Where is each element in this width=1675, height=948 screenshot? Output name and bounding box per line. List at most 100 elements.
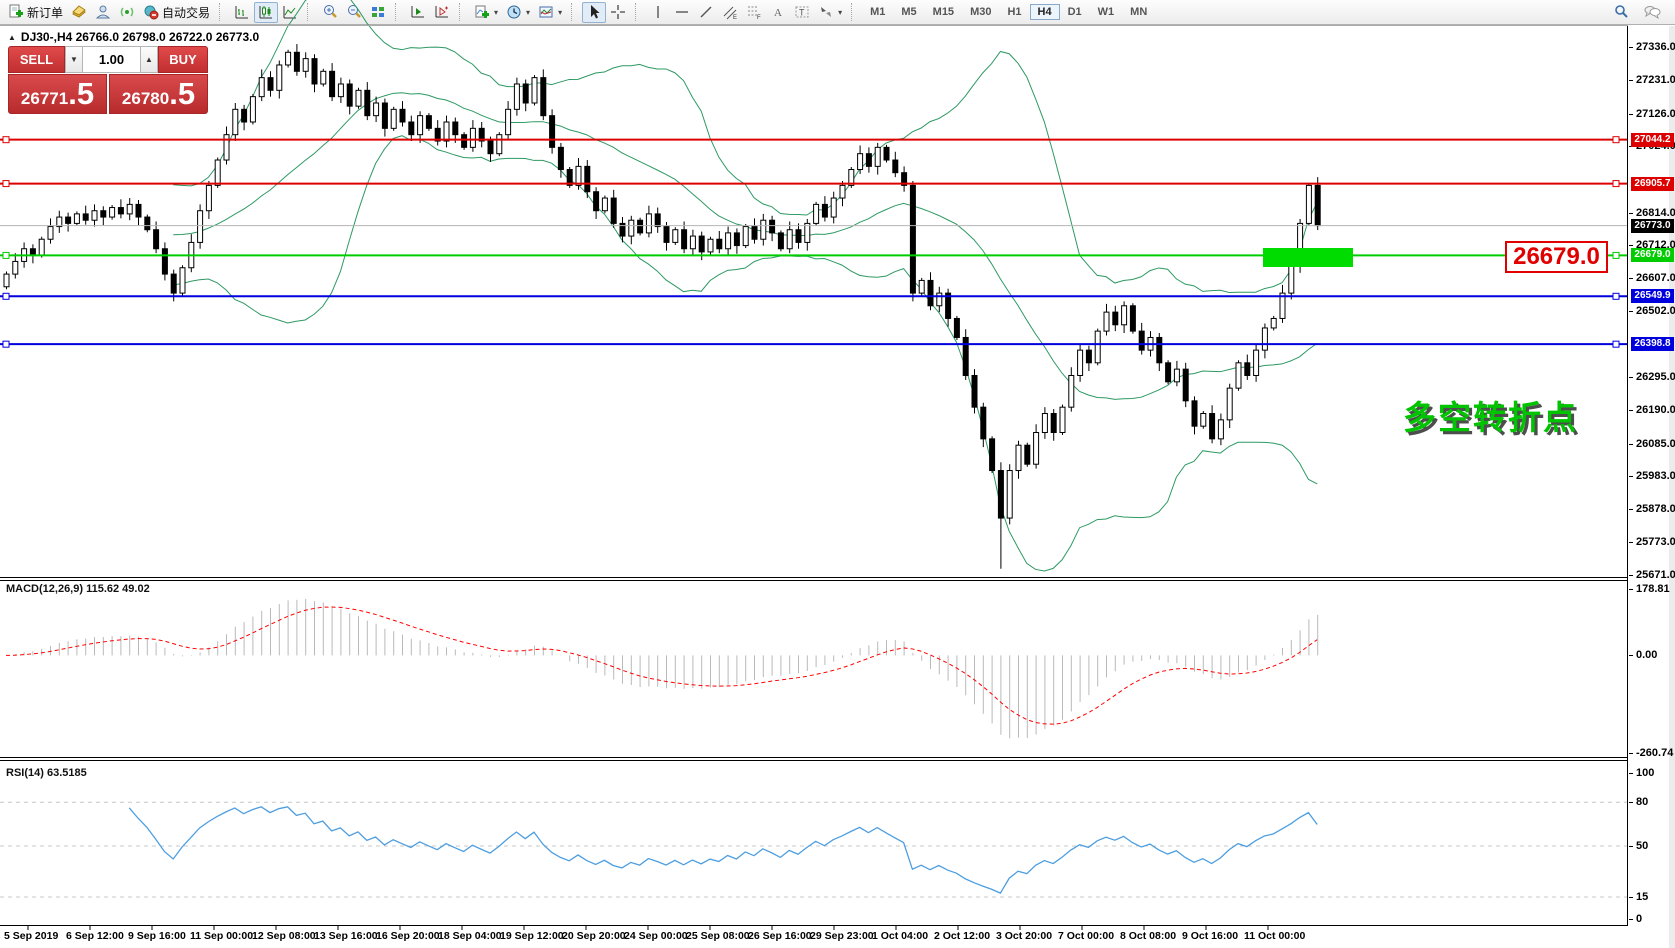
crosshair-tool-button[interactable] (606, 2, 630, 23)
community-button[interactable] (91, 2, 115, 23)
market-watch-button[interactable] (67, 2, 91, 23)
time-axis[interactable]: 5 Sep 2019 6 Sep 12:00 9 Sep 16:00 11 Sep 0… (0, 927, 1628, 948)
auto-scroll-button[interactable] (430, 2, 454, 23)
sell-price-tile[interactable]: 26771 .5 (8, 74, 107, 114)
one-click-trading-panel: SELL ▼ ▲ BUY 26771 .5 26780 .5 (8, 46, 208, 114)
periods-button[interactable]: ▾ (502, 2, 534, 23)
horizontal-levels[interactable] (0, 136, 1628, 348)
price-level-badge: 26773.0 (1631, 218, 1674, 233)
new-order-label: 新订单 (27, 5, 64, 20)
timeframe-mn-button[interactable]: MN (1130, 6, 1148, 18)
price-chart[interactable] (0, 0, 1628, 948)
timeframe-m30-button[interactable]: M30 (970, 6, 992, 18)
timeframe-m5-button[interactable]: M5 (901, 6, 917, 18)
dropdown-arrow-icon: ▾ (494, 7, 499, 17)
candlestick-icon (259, 6, 273, 19)
auto-trading-button[interactable]: 自动交易 (139, 2, 214, 23)
fibonacci-tool-button[interactable]: F (742, 2, 766, 23)
horizontal-line-icon (676, 11, 689, 13)
chart-shift-button[interactable] (406, 2, 430, 23)
volume-input[interactable] (83, 46, 140, 73)
chat-icon (1644, 6, 1661, 20)
timeframe-m1-button[interactable]: M1 (870, 6, 886, 18)
text-label-icon: T (795, 6, 809, 18)
axis-tick-label: 27231.0 (1636, 74, 1675, 87)
price-level-badge: 27044.2 (1631, 132, 1674, 147)
price-level-badge: 26905.7 (1631, 176, 1674, 191)
search-icon (1615, 5, 1628, 18)
channel-tool-button[interactable]: E (718, 2, 742, 23)
collapse-arrow-icon[interactable]: ▲ (8, 32, 16, 42)
green-highlight-rectangle[interactable] (1263, 248, 1353, 267)
search-button[interactable] (1609, 2, 1633, 23)
candlestick-chart-button[interactable] (254, 1, 279, 23)
timeframe-m15-button[interactable]: M15 (932, 6, 955, 18)
time-axis-label: 18 Sep 04:00 (438, 930, 502, 942)
axis-tick-label: 25773.0 (1636, 536, 1675, 549)
arrows-tool-button[interactable]: ▾ (814, 2, 846, 23)
zoom-out-button[interactable] (342, 2, 366, 23)
chart-shift-icon (411, 6, 425, 18)
time-axis-label: 11 Oct 00:00 (1244, 930, 1306, 942)
signal-button[interactable] (115, 2, 139, 23)
chat-button[interactable] (1639, 2, 1665, 23)
text-tool-button[interactable]: A (766, 2, 790, 23)
axis-tick-label: 15 (1636, 891, 1649, 903)
volume-increase-button[interactable]: ▲ (140, 46, 158, 73)
sell-price-frac: .5 (68, 76, 95, 111)
trendline-tool-button[interactable] (694, 2, 718, 23)
add-indicator-button[interactable]: ▾ (470, 2, 502, 23)
key-level-price-label[interactable]: 26679.0 (1505, 241, 1608, 273)
equidistant-channel-icon: E (723, 6, 737, 20)
axis-tick-label: 80 (1636, 796, 1649, 809)
axis-tick-label: 25983.0 (1636, 469, 1675, 482)
bar-chart-button[interactable] (230, 2, 254, 23)
crosshair-icon (611, 5, 626, 19)
time-axis-label: 29 Sep 23:00 (810, 930, 874, 942)
time-axis-label: 13 Sep 16:00 (314, 930, 378, 942)
dropdown-arrow-icon: ▾ (526, 7, 531, 17)
axis-tick-label: 50 (1636, 839, 1649, 852)
chart-title-text: DJ30-,H4 26766.0 26798.0 26722.0 26773.0 (20, 30, 260, 44)
buy-price-tile[interactable]: 26780 .5 (109, 74, 208, 114)
horizontal-line-tool-button[interactable] (670, 2, 694, 23)
timeframe-h4-button[interactable]: H4 (1029, 4, 1060, 20)
axis-tick-label: 27336.0 (1636, 41, 1675, 54)
axis-tick-label: 27126.0 (1636, 107, 1675, 120)
axis-tick-label: 0 (1636, 912, 1643, 925)
new-order-button[interactable]: 新订单 (4, 2, 67, 23)
templates-button[interactable]: ▾ (534, 2, 566, 23)
price-level-badge: 26679.0 (1631, 248, 1674, 263)
rsi-indicator-label: RSI(14) 63.5185 (6, 767, 87, 779)
signal-icon (120, 7, 134, 17)
sell-button[interactable]: SELL (8, 46, 65, 73)
candles (3, 44, 1321, 569)
axis-tick-label: 26502.0 (1636, 305, 1675, 318)
timeframe-w1-button[interactable]: W1 (1097, 6, 1115, 18)
zoom-in-button[interactable] (318, 2, 342, 23)
template-icon (539, 6, 553, 18)
svg-text:T: T (799, 8, 805, 18)
auto-trading-label: 自动交易 (162, 5, 211, 20)
price-axis[interactable]: 27336.027231.027126.027024.026814.026712… (1629, 26, 1675, 928)
vertical-line-tool-button[interactable] (646, 2, 670, 23)
chinese-annotation[interactable]: 多空转折点 (1403, 399, 1578, 436)
cursor-tool-button[interactable] (582, 1, 607, 23)
svg-text:F: F (757, 15, 761, 20)
volume-decrease-button[interactable]: ▼ (65, 46, 83, 73)
dropdown-arrow-icon: ▾ (558, 7, 563, 17)
timeframe-h1-button[interactable]: H1 (1007, 6, 1022, 18)
pane-frames (0, 25, 1628, 930)
axis-tick-label: 26712.0 (1636, 238, 1675, 251)
label-tool-button[interactable]: T (790, 2, 814, 23)
auto-trading-icon (144, 5, 159, 20)
bollinger-bands (173, 0, 1318, 572)
bar-chart-icon (235, 6, 249, 19)
axis-tick-label: 26607.0 (1636, 272, 1675, 285)
axis-tick-label: 26190.0 (1636, 404, 1675, 417)
window-right-edge (1669, 26, 1675, 948)
tile-windows-button[interactable] (366, 2, 390, 23)
axis-tick-label: 25878.0 (1636, 503, 1675, 516)
timeframe-d1-button[interactable]: D1 (1067, 6, 1082, 18)
buy-button[interactable]: BUY (158, 46, 208, 73)
